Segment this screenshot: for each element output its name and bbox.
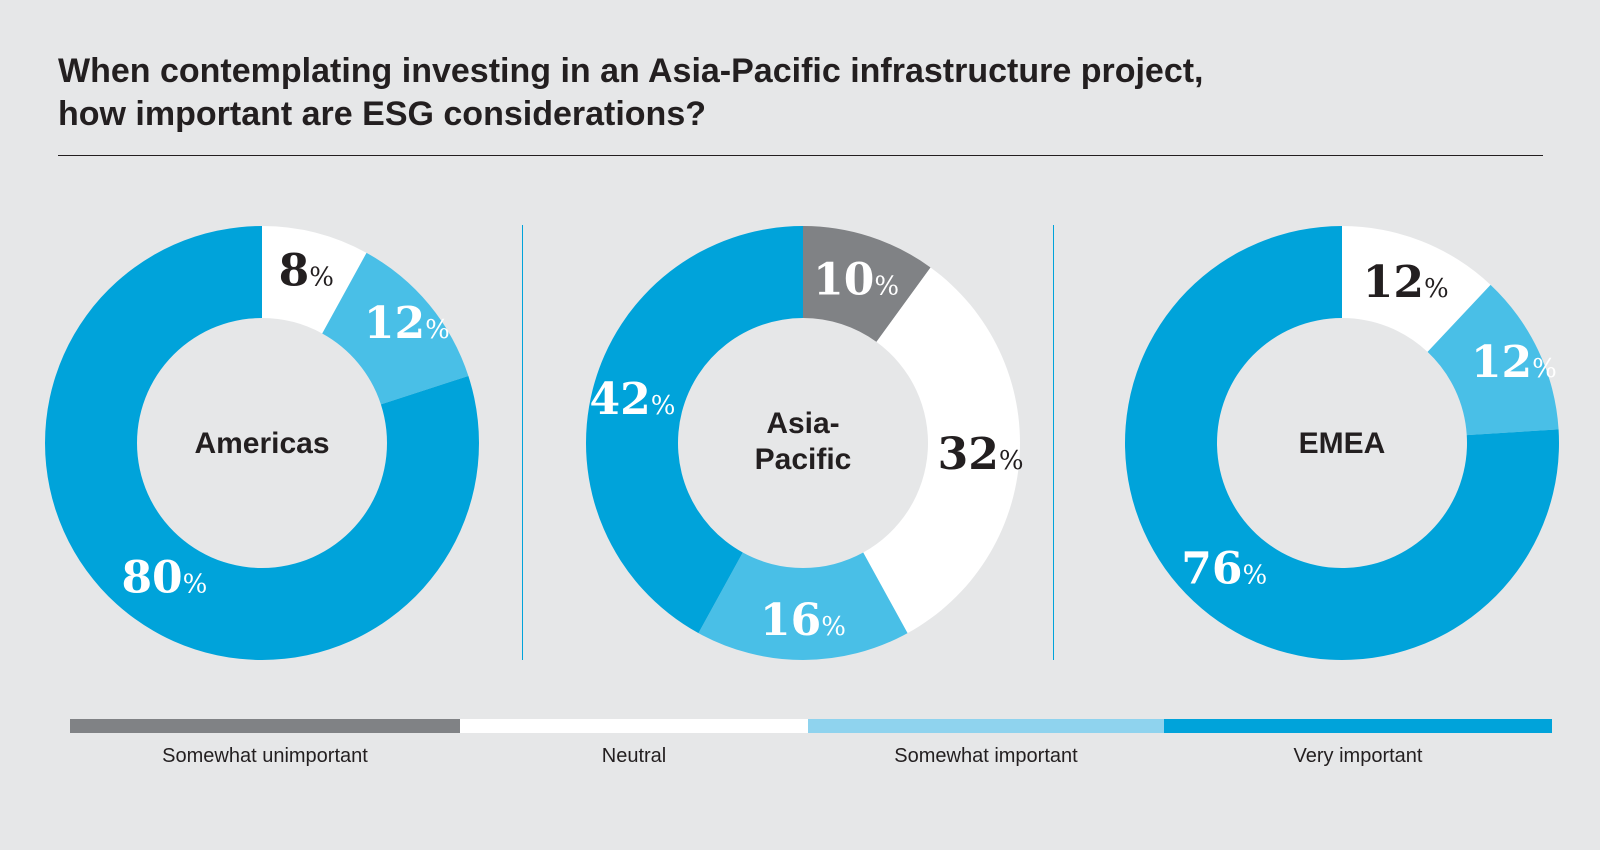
legend-swatch-somewhat-important <box>808 719 1164 733</box>
legend-swatch-somewhat-unimportant <box>70 719 460 733</box>
slice-neutral <box>863 267 1021 634</box>
donut-emea: 12% 12% 76% EMEA <box>1124 226 1559 660</box>
slice-label-somewhat-important: 12% <box>364 298 450 349</box>
title-line-2: how important are ESG considerations? <box>58 95 706 133</box>
slice-somewhat-important <box>322 252 469 405</box>
legend-item-very-important: Very important <box>1164 719 1552 789</box>
title-line-1: When contemplating investing in an Asia-… <box>58 52 1204 90</box>
slice-neutral <box>1342 226 1491 352</box>
slice-label-neutral: 8% <box>279 246 334 297</box>
legend-item-somewhat-unimportant: Somewhat unimportant <box>70 719 460 789</box>
slice-label-somewhat-important: 16% <box>760 595 846 646</box>
center-label: Asia-Pacific <box>755 407 852 476</box>
slice-label-neutral: 12% <box>1363 257 1449 308</box>
slice-neutral <box>262 226 367 334</box>
chart-title: When contemplating investing in an Asia-… <box>58 50 1538 136</box>
slice-very-important <box>1124 226 1559 660</box>
divider-1 <box>522 225 523 660</box>
slice-label-very-important: 80% <box>121 552 207 603</box>
slice-somewhat-important <box>698 552 908 660</box>
slice-somewhat-unimportant <box>803 226 931 342</box>
slice-very-important <box>45 226 480 661</box>
center-label: Americas <box>194 427 329 460</box>
legend-swatch-very-important <box>1164 719 1552 733</box>
center-label: EMEA <box>1299 427 1386 460</box>
slice-label-somewhat-unimportant: 10% <box>813 254 899 305</box>
legend: Somewhat unimportant Neutral Somewhat im… <box>70 719 1552 789</box>
slice-label-very-important: 42% <box>590 374 676 425</box>
legend-label-somewhat-unimportant: Somewhat unimportant <box>162 745 368 767</box>
slice-somewhat-important <box>1427 284 1559 436</box>
legend-item-somewhat-important: Somewhat important <box>808 719 1164 789</box>
slice-label-neutral: 32% <box>938 429 1024 480</box>
title-rule <box>58 155 1543 156</box>
legend-swatch-neutral <box>460 719 808 733</box>
legend-label-somewhat-important: Somewhat important <box>894 745 1078 767</box>
donut-asia-pacific: 10% 32% 16% 42% Asia-Pacific <box>586 226 1024 660</box>
donut-americas: 8% 12% 80% Americas <box>45 226 480 661</box>
legend-label-very-important: Very important <box>1293 745 1423 767</box>
slice-label-somewhat-important: 12% <box>1471 337 1557 388</box>
legend-item-neutral: Neutral <box>460 719 808 789</box>
slice-label-very-important: 76% <box>1181 543 1267 594</box>
divider-2 <box>1053 225 1054 660</box>
legend-label-neutral: Neutral <box>601 745 667 767</box>
slice-very-important <box>586 226 803 634</box>
